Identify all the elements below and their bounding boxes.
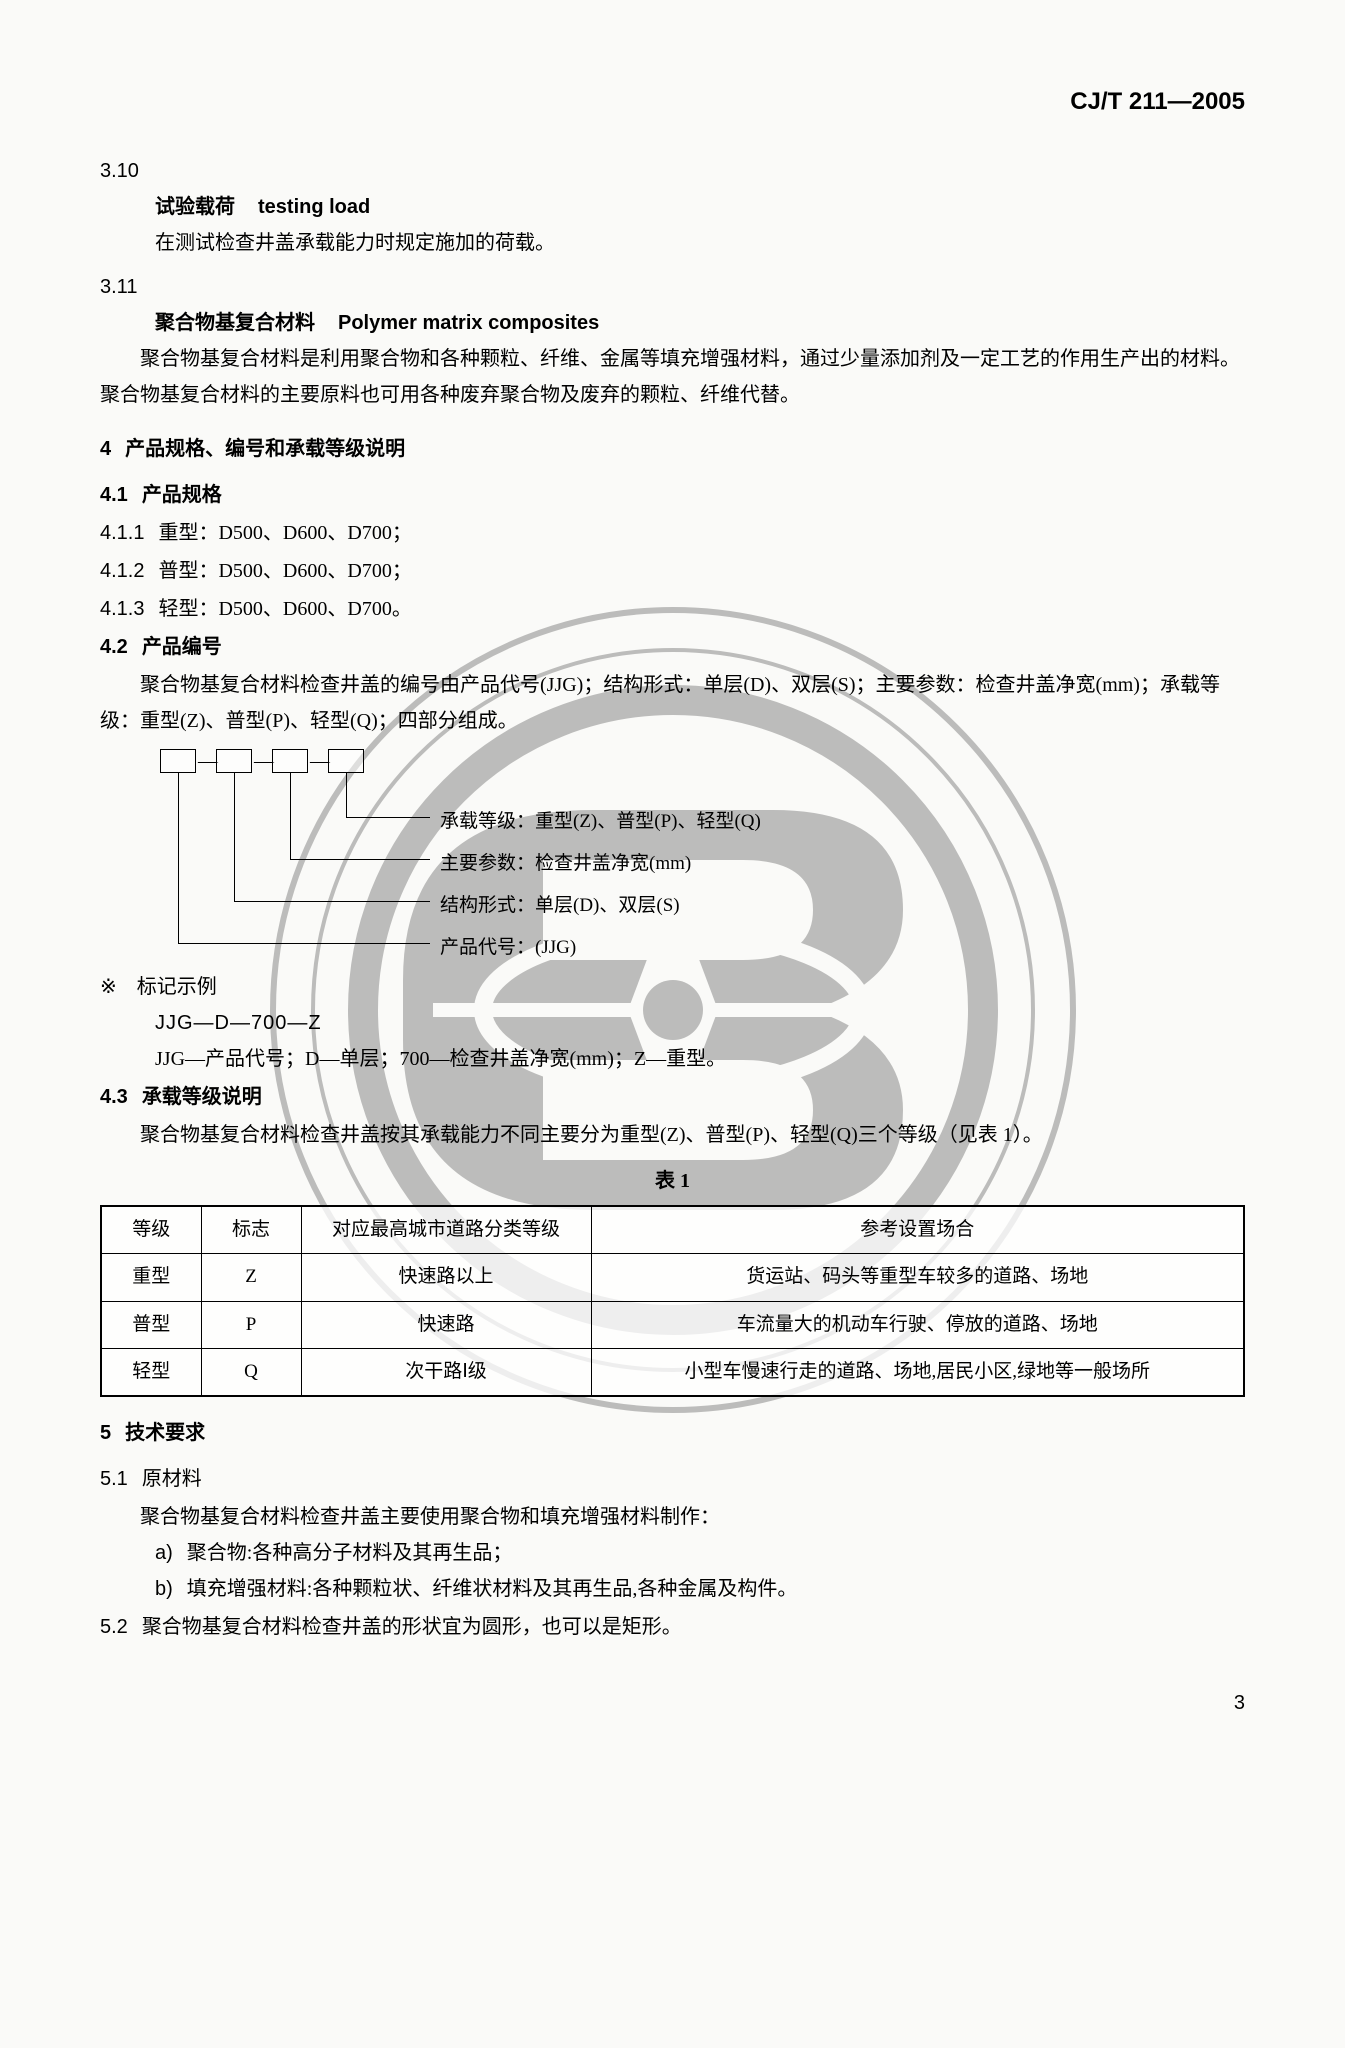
heading-num: 5 xyxy=(100,1422,111,1444)
grade-table: 等级 标志 对应最高城市道路分类等级 参考设置场合 重型 Z 快速路以上 货运站… xyxy=(100,1205,1245,1397)
list-text: 填充增强材料:各种颗粒状、纤维状材料及其再生品,各种金属及构件。 xyxy=(187,1578,798,1600)
term-zh: 聚合物基复合材料 xyxy=(155,312,315,334)
item-4-1-2: 4.1.2 普型：D500、D600、D700； xyxy=(100,553,1245,589)
table-header: 标志 xyxy=(201,1206,301,1254)
list-item-b: b) 填充增强材料:各种颗粒状、纤维状材料及其再生品,各种金属及构件。 xyxy=(155,1571,1245,1607)
example-description: JJG—产品代号；D—单层；700—检查井盖净宽(mm)；Z—重型。 xyxy=(155,1041,1245,1077)
table-row: 轻型 Q 次干路Ⅰ级 小型车慢速行走的道路、场地,居民小区,绿地等一般场所 xyxy=(101,1348,1244,1396)
example-mark: ※ xyxy=(100,976,117,998)
table-cell: 快速路以上 xyxy=(301,1254,591,1301)
item-num: 5.2 xyxy=(100,1616,128,1638)
diagram-label-3: 结构形式：单层(D)、双层(S) xyxy=(440,889,680,923)
section-number-3-10: 3.10 xyxy=(100,153,1245,189)
document-id: CJ/T 211—2005 xyxy=(100,80,1245,123)
list-item-a: a) 聚合物:各种高分子材料及其再生品； xyxy=(155,1535,1245,1571)
item-num: 4.1.2 xyxy=(100,560,144,582)
example-block: ※ 标记示例 xyxy=(100,969,1245,1005)
diagram-label-2: 主要参数：检查井盖净宽(mm) xyxy=(440,847,691,881)
heading-4: 4 产品规格、编号和承载等级说明 xyxy=(100,431,1245,467)
diagram-label-4: 产品代号：(JJG) xyxy=(440,931,576,965)
item-4-1-3: 4.1.3 轻型：D500、D600、D700。 xyxy=(100,591,1245,627)
heading-num: 4 xyxy=(100,438,111,460)
example-code: JJG—D—700—Z xyxy=(155,1005,1245,1041)
example-title: 标记示例 xyxy=(137,976,217,998)
heading-5-1: 5.1 原材料 xyxy=(100,1461,1245,1497)
table-cell: 小型车慢速行走的道路、场地,居民小区,绿地等一般场所 xyxy=(591,1348,1244,1396)
heading-text: 产品编号 xyxy=(142,636,222,658)
item-num: 4.1.1 xyxy=(100,522,144,544)
heading-4-2: 4.2 产品编号 xyxy=(100,629,1245,665)
term-title-3-10: 试验载荷 testing load xyxy=(155,189,1245,225)
term-en: Polymer matrix composites xyxy=(338,312,599,334)
table-header: 等级 xyxy=(101,1206,201,1254)
table-cell: 轻型 xyxy=(101,1348,201,1396)
table-cell: 车流量大的机动车行驶、停放的道路、场地 xyxy=(591,1301,1244,1348)
code-box-3 xyxy=(272,749,308,773)
para-4-2: 聚合物基复合材料检查井盖的编号由产品代号(JJG)；结构形式：单层(D)、双层(… xyxy=(100,667,1245,739)
heading-5: 5 技术要求 xyxy=(100,1415,1245,1451)
table-cell: 快速路 xyxy=(301,1301,591,1348)
item-text: 轻型：D500、D600、D700。 xyxy=(158,598,411,620)
item-5-2: 5.2 聚合物基复合材料检查井盖的形状宜为圆形，也可以是矩形。 xyxy=(100,1609,1245,1645)
table-row: 重型 Z 快速路以上 货运站、码头等重型车较多的道路、场地 xyxy=(101,1254,1244,1301)
list-label: b) xyxy=(155,1578,173,1600)
heading-num: 5.1 xyxy=(100,1468,128,1490)
item-4-1-1: 4.1.1 重型：D500、D600、D700； xyxy=(100,515,1245,551)
page-number: 3 xyxy=(100,1685,1245,1721)
para-5-1: 聚合物基复合材料检查井盖主要使用聚合物和填充增强材料制作： xyxy=(100,1499,1245,1535)
table-header: 对应最高城市道路分类等级 xyxy=(301,1206,591,1254)
list-label: a) xyxy=(155,1542,173,1564)
section-number-3-11: 3.11 xyxy=(100,269,1245,305)
table-cell: Z xyxy=(201,1254,301,1301)
heading-text: 承载等级说明 xyxy=(142,1086,262,1108)
term-definition-3-11: 聚合物基复合材料是利用聚合物和各种颗粒、纤维、金属等填充增强材料，通过少量添加剂… xyxy=(100,341,1245,413)
table-row: 普型 P 快速路 车流量大的机动车行驶、停放的道路、场地 xyxy=(101,1301,1244,1348)
term-en: testing load xyxy=(258,196,370,218)
heading-num: 4.2 xyxy=(100,636,128,658)
list-text: 聚合物:各种高分子材料及其再生品； xyxy=(187,1542,513,1564)
item-text: 重型：D500、D600、D700； xyxy=(158,522,411,544)
code-dash: — xyxy=(198,749,214,773)
code-box-2 xyxy=(216,749,252,773)
table-cell: 货运站、码头等重型车较多的道路、场地 xyxy=(591,1254,1244,1301)
para-4-3: 聚合物基复合材料检查井盖按其承载能力不同主要分为重型(Z)、普型(P)、轻型(Q… xyxy=(100,1117,1245,1153)
table-cell: Q xyxy=(201,1348,301,1396)
code-box-4 xyxy=(328,749,364,773)
term-zh: 试验载荷 xyxy=(155,196,235,218)
item-text: 普型：D500、D600、D700； xyxy=(158,560,411,582)
heading-num: 4.3 xyxy=(100,1086,128,1108)
code-dash: — xyxy=(254,749,270,773)
heading-text: 原材料 xyxy=(142,1468,202,1490)
heading-4-1: 4.1 产品规格 xyxy=(100,477,1245,513)
term-definition-3-10: 在测试检查井盖承载能力时规定施加的荷载。 xyxy=(155,225,1245,261)
table-cell: 重型 xyxy=(101,1254,201,1301)
table-cell: 次干路Ⅰ级 xyxy=(301,1348,591,1396)
table-header-row: 等级 标志 对应最高城市道路分类等级 参考设置场合 xyxy=(101,1206,1244,1254)
heading-num: 4.1 xyxy=(100,484,128,506)
heading-text: 产品规格、编号和承载等级说明 xyxy=(125,438,405,460)
term-title-3-11: 聚合物基复合材料 Polymer matrix composites xyxy=(155,305,1245,341)
code-dash: — xyxy=(310,749,326,773)
heading-4-3: 4.3 承载等级说明 xyxy=(100,1079,1245,1115)
item-text: 聚合物基复合材料检查井盖的形状宜为圆形，也可以是矩形。 xyxy=(142,1616,682,1638)
coding-diagram: — — — 承载等级：重型(Z)、普型(P)、轻型(Q) 主要参数：检查井盖净宽… xyxy=(160,749,1245,959)
heading-text: 产品规格 xyxy=(142,484,222,506)
table-header: 参考设置场合 xyxy=(591,1206,1244,1254)
item-num: 4.1.3 xyxy=(100,598,144,620)
heading-text: 技术要求 xyxy=(125,1422,205,1444)
table-cell: P xyxy=(201,1301,301,1348)
table-cell: 普型 xyxy=(101,1301,201,1348)
code-box-1 xyxy=(160,749,196,773)
table-caption: 表 1 xyxy=(100,1163,1245,1199)
diagram-label-1: 承载等级：重型(Z)、普型(P)、轻型(Q) xyxy=(440,805,761,839)
